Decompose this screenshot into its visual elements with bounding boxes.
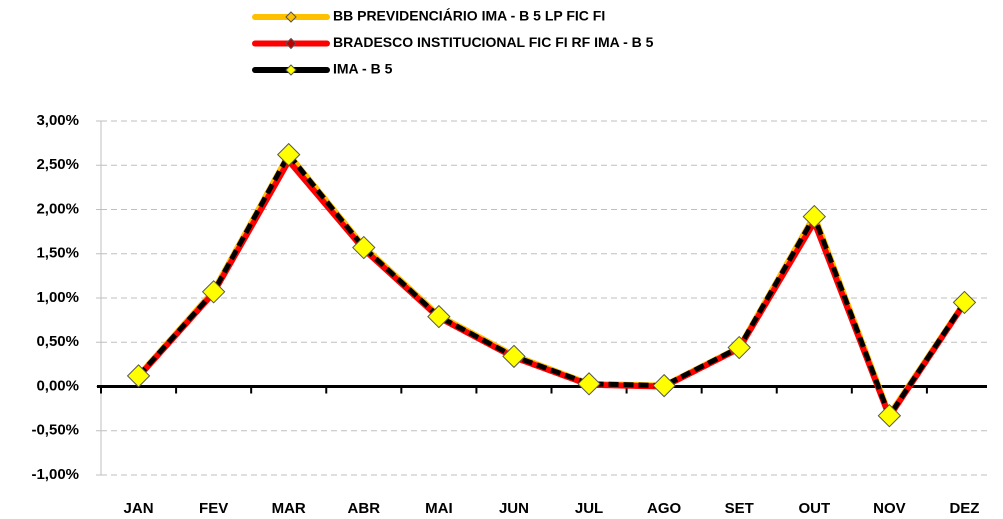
legend-label: BB PREVIDENCIÁRIO IMA - B 5 LP FIC FI (333, 8, 605, 24)
series-line (136, 152, 967, 419)
x-tick-label: JAN (124, 500, 154, 517)
marker (126, 364, 151, 388)
marker (802, 204, 826, 229)
y-tick-label: 1,00% (36, 289, 79, 306)
x-tick-label: FEV (199, 500, 228, 517)
x-tick-label: MAI (425, 500, 453, 517)
y-tick-label: 2,50% (36, 156, 79, 173)
y-tick-label: 2,00% (36, 200, 79, 217)
x-tick-label: AGO (647, 500, 682, 517)
marker (952, 290, 977, 315)
marker (877, 403, 902, 428)
legend-marker (285, 11, 297, 23)
legend-label: BRADESCO INSTITUCIONAL FIC FI RF IMA - B… (333, 34, 654, 50)
x-tick-label: JUL (575, 500, 603, 517)
legend-label: IMA - B 5 (333, 61, 393, 77)
y-tick-label: 0,50% (36, 333, 79, 350)
legend-marker (285, 37, 297, 50)
x-tick-label: NOV (873, 500, 906, 517)
x-tick-label: MAR (272, 500, 306, 517)
marker (502, 344, 526, 369)
y-tick-label: 0,00% (36, 377, 79, 394)
y-tick-label: -1,00% (31, 466, 79, 483)
marker (352, 235, 376, 260)
y-tick-label: -0,50% (31, 422, 79, 439)
marker (277, 142, 301, 167)
marker (201, 280, 226, 304)
x-tick-label: OUT (798, 500, 830, 517)
marker (427, 304, 451, 329)
y-tick-label: 1,50% (36, 245, 79, 262)
x-tick-label: DEZ (949, 500, 979, 517)
marker (652, 373, 676, 398)
y-tick-label: 3,00% (36, 112, 79, 129)
x-tick-label: JUN (499, 500, 529, 517)
marker (577, 372, 601, 396)
marker (727, 335, 751, 360)
x-tick-label: SET (725, 500, 754, 517)
legend-marker (285, 64, 297, 76)
x-tick-label: ABR (348, 500, 381, 517)
